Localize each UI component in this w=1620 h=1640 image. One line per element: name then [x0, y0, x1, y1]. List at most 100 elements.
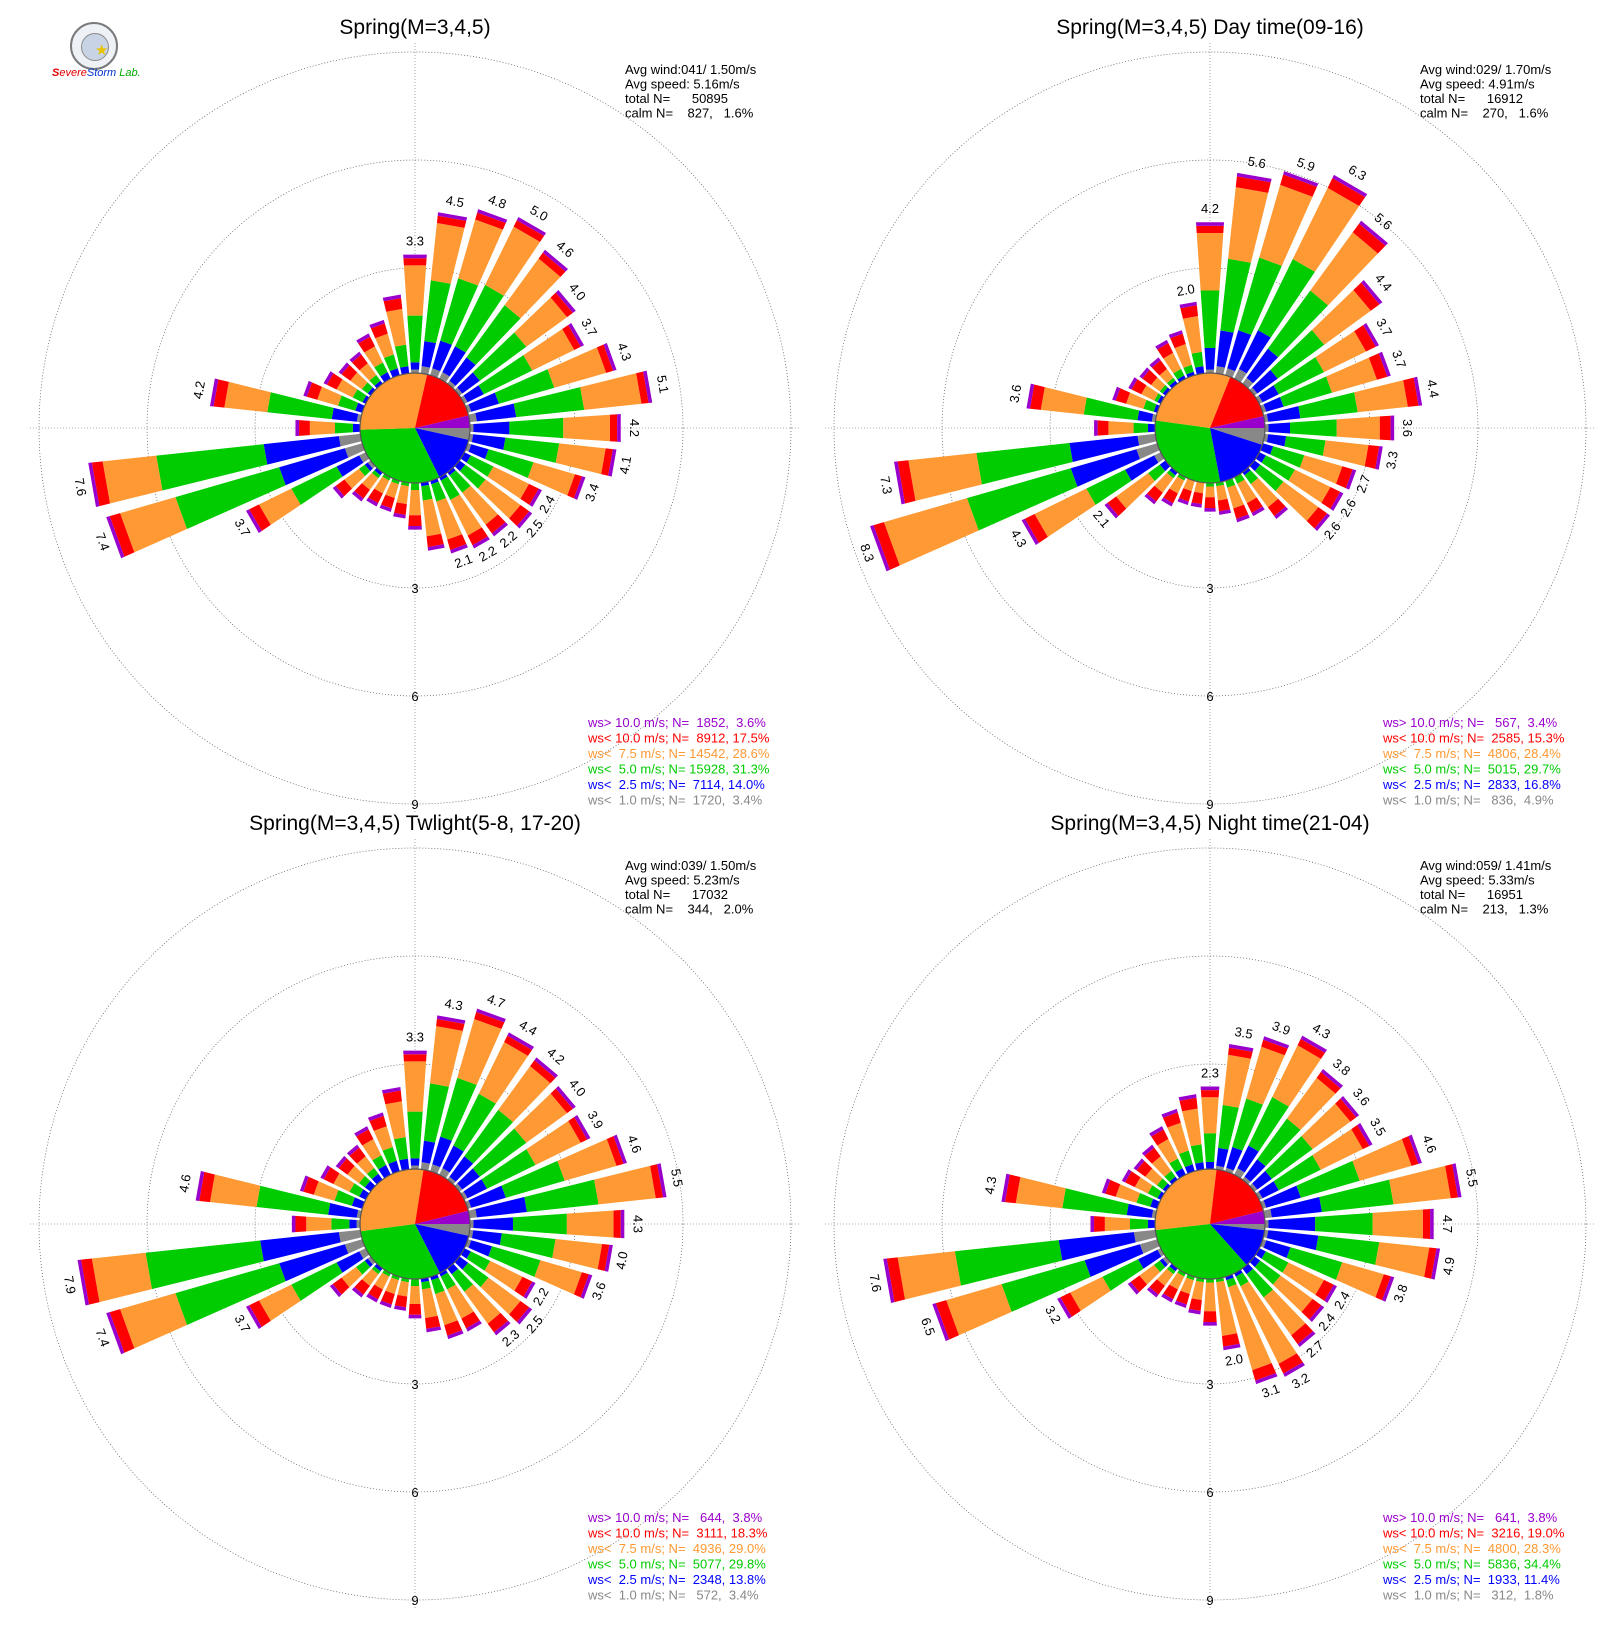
- bar-value-label: 3.6: [1400, 419, 1415, 437]
- bar-segment: [1149, 1279, 1165, 1295]
- ring-label: 3: [411, 581, 418, 596]
- direction-bar: 3.7: [1255, 316, 1395, 404]
- direction-bar: 3.7: [460, 316, 600, 404]
- bar-segment: [1422, 1208, 1431, 1240]
- bar-segment: [468, 444, 489, 460]
- bar-segment: [1137, 410, 1154, 422]
- bar-segment: [657, 1163, 667, 1198]
- direction-bar: 3.3: [403, 234, 427, 374]
- bar-segment: [1083, 397, 1140, 421]
- bar-segment: [1266, 406, 1301, 422]
- logo-text: SevereStorm Lab.: [52, 67, 141, 79]
- center-pie: [359, 1168, 471, 1280]
- bar-segment: [1159, 1258, 1168, 1268]
- bar-segment: [1237, 479, 1257, 504]
- bar-segment: [1223, 1343, 1241, 1351]
- bar-segment: [1286, 1247, 1343, 1280]
- pie-slice: [1210, 1224, 1265, 1265]
- bar-value-label: 5.5: [1463, 1168, 1481, 1188]
- bar-segment: [1097, 420, 1109, 436]
- bar-segment: [320, 1165, 331, 1180]
- bar-segment: [1162, 1112, 1181, 1128]
- bar-segment: [249, 1300, 271, 1327]
- bar-segment: [1205, 486, 1215, 498]
- bar-segment: [407, 315, 423, 363]
- bar-segment: [1228, 1284, 1272, 1371]
- bar-segment: [1403, 377, 1419, 407]
- bar-segment: [374, 362, 388, 377]
- bar-segment: [460, 395, 468, 404]
- bar-segment: [1216, 1147, 1229, 1168]
- bar-segment: [1316, 1071, 1341, 1094]
- bar-segment: [488, 1246, 541, 1277]
- bar-segment: [109, 513, 135, 557]
- bar-segment: [1200, 290, 1220, 348]
- bar-segment: [485, 226, 541, 296]
- direction-bar: [346, 1144, 383, 1185]
- bar-segment: [332, 1277, 350, 1295]
- direction-bar: 4.5: [420, 192, 468, 375]
- bar-segment: [1335, 466, 1353, 489]
- bar-segment: [455, 284, 504, 353]
- bar-value-label: 4.2: [627, 419, 642, 437]
- bar-segment: [1021, 518, 1039, 546]
- bar-segment: [436, 1018, 465, 1031]
- direction-bar: [379, 1274, 400, 1308]
- bar-segment: [338, 362, 350, 375]
- bar-segment: [295, 1215, 307, 1233]
- bar-segment: [547, 347, 607, 388]
- bar-segment: [1309, 1305, 1325, 1323]
- bar-segment: [1151, 360, 1167, 376]
- direction-bar: 2.4: [460, 452, 558, 516]
- bar-value-label: 4.6: [553, 237, 576, 260]
- bar-value-label: 3.6: [1350, 1085, 1373, 1108]
- bar-segment: [426, 1326, 442, 1333]
- bar-value-label: 4.3: [614, 341, 634, 363]
- bar-segment: [1136, 1192, 1154, 1207]
- bar-segment: [393, 512, 406, 519]
- bar-value-label: 4.2: [544, 1044, 567, 1067]
- bar-segment: [468, 1185, 506, 1208]
- bar-value-label: 3.5: [1367, 1115, 1389, 1138]
- bar-segment: [450, 544, 468, 554]
- bar-segment: [1169, 380, 1178, 389]
- bar-segment: [1204, 508, 1216, 512]
- bar-segment: [1137, 1249, 1162, 1269]
- bar-segment: [1086, 469, 1132, 505]
- bar-segment: [1315, 1279, 1334, 1301]
- direction-bar: 5.5: [1263, 1163, 1481, 1219]
- bar-segment: [1147, 1219, 1156, 1229]
- bar-segment: [932, 1303, 950, 1342]
- bar-segment: [1015, 1177, 1066, 1209]
- bar-segment: [332, 485, 345, 499]
- bar-segment: [1104, 502, 1119, 519]
- bar-segment: [1139, 367, 1150, 379]
- bar-segment: [1340, 1095, 1360, 1118]
- stats-line: Avg wind:039/ 1.50m/s: [625, 858, 757, 873]
- bar-segment: [566, 1210, 614, 1238]
- bar-segment: [608, 449, 617, 477]
- bar-segment: [439, 1269, 448, 1277]
- bar-segment: [1312, 1129, 1363, 1170]
- bar-segment: [1275, 481, 1319, 522]
- bar-segment: [372, 1155, 387, 1170]
- bar-segment: [422, 498, 442, 537]
- bar-segment: [1174, 344, 1192, 368]
- bar-segment: [1057, 1297, 1072, 1319]
- bar-segment: [1136, 1160, 1153, 1177]
- bar-segment: [1166, 470, 1176, 479]
- bar-segment: [487, 466, 530, 499]
- bar-segment: [338, 1158, 355, 1175]
- direction-bar: 5.9: [1225, 154, 1319, 378]
- bar-segment: [1354, 380, 1408, 413]
- direction-bar: 2.3: [447, 1263, 522, 1349]
- bar-segment: [421, 1140, 436, 1164]
- bar-segment: [468, 1240, 493, 1257]
- ring-label: 9: [1206, 1593, 1213, 1608]
- bar-value-label: 4.1: [616, 455, 634, 475]
- bar-value-label: 3.7: [232, 516, 254, 539]
- bar-segment: [391, 478, 400, 485]
- bar-segment: [555, 290, 576, 313]
- bar-segment: [513, 220, 545, 242]
- bar-segment: [1238, 330, 1271, 374]
